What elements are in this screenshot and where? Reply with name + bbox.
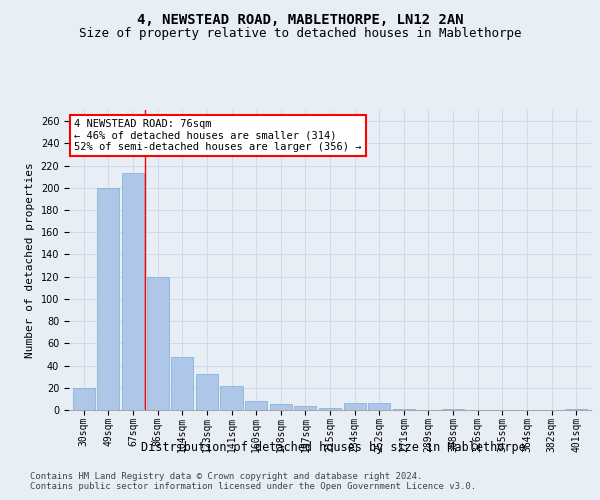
Text: Contains public sector information licensed under the Open Government Licence v3: Contains public sector information licen… <box>30 482 476 491</box>
Bar <box>368 404 391 410</box>
Bar <box>146 276 169 410</box>
Bar <box>319 408 341 410</box>
Text: Size of property relative to detached houses in Mablethorpe: Size of property relative to detached ho… <box>79 28 521 40</box>
Bar <box>294 406 316 410</box>
Bar <box>97 188 119 410</box>
Bar <box>220 386 242 410</box>
Bar <box>171 356 193 410</box>
Text: Distribution of detached houses by size in Mablethorpe: Distribution of detached houses by size … <box>140 441 526 454</box>
Bar <box>73 388 95 410</box>
Y-axis label: Number of detached properties: Number of detached properties <box>25 162 35 358</box>
Bar <box>565 409 587 410</box>
Bar <box>344 404 366 410</box>
Bar <box>196 374 218 410</box>
Bar <box>269 404 292 410</box>
Bar <box>393 409 415 410</box>
Bar <box>245 401 267 410</box>
Text: 4 NEWSTEAD ROAD: 76sqm
← 46% of detached houses are smaller (314)
52% of semi-de: 4 NEWSTEAD ROAD: 76sqm ← 46% of detached… <box>74 119 361 152</box>
Text: 4, NEWSTEAD ROAD, MABLETHORPE, LN12 2AN: 4, NEWSTEAD ROAD, MABLETHORPE, LN12 2AN <box>137 12 463 26</box>
Text: Contains HM Land Registry data © Crown copyright and database right 2024.: Contains HM Land Registry data © Crown c… <box>30 472 422 481</box>
Bar <box>122 174 144 410</box>
Bar <box>442 409 464 410</box>
